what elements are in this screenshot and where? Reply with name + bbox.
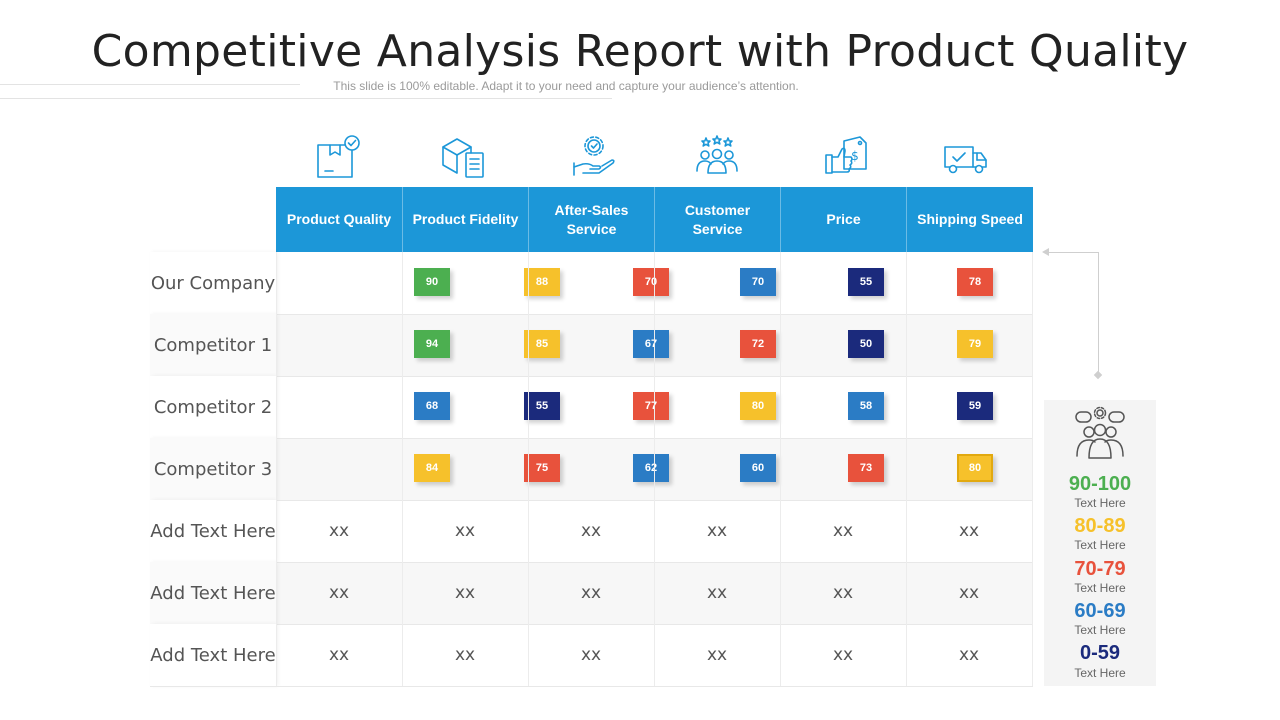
legend-label: Text Here bbox=[1074, 581, 1126, 595]
decorative-line bbox=[0, 98, 612, 99]
table-cell: xx bbox=[580, 645, 602, 665]
delivery-truck-icon bbox=[941, 133, 991, 183]
legend-range: 90-100 bbox=[1068, 473, 1132, 495]
table-cell: xx bbox=[832, 645, 854, 665]
product-box-check-icon bbox=[313, 133, 363, 183]
score-badge: 88 bbox=[524, 268, 560, 296]
table-cell: xx bbox=[706, 521, 728, 541]
legend-range: 80-89 bbox=[1074, 515, 1126, 537]
score-badge: 59 bbox=[957, 392, 993, 420]
legend-label: Text Here bbox=[1074, 538, 1126, 552]
score-badge: 80 bbox=[957, 454, 993, 482]
row-label: Competitor 3 bbox=[150, 438, 276, 500]
score-badge: 58 bbox=[848, 392, 884, 420]
score-badge: 70 bbox=[740, 268, 776, 296]
table-row: Competitor 1 94 85 67 72 50 79 bbox=[150, 314, 1033, 376]
page-title: Competitive Analysis Report with Product… bbox=[91, 26, 1189, 77]
row-label: Our Company bbox=[150, 252, 276, 314]
score-badge: 75 bbox=[524, 454, 560, 482]
table-row: Add Text Here xx xx xx xx xx xx bbox=[150, 500, 1033, 562]
table-row: Our Company 90 88 70 70 55 78 bbox=[150, 252, 1033, 314]
legend-label: Text Here bbox=[1074, 666, 1126, 680]
column-header-shipping-speed: Shipping Speed bbox=[906, 187, 1033, 252]
score-badge: 50 bbox=[848, 330, 884, 358]
table-cell: xx bbox=[454, 583, 476, 603]
price-tag-hand-icon: $ bbox=[822, 133, 872, 183]
table-cell: xx bbox=[454, 645, 476, 665]
score-badge: 60 bbox=[740, 454, 776, 482]
column-header-product-fidelity: Product Fidelity bbox=[402, 187, 528, 252]
connector-line bbox=[1048, 252, 1098, 253]
score-badge: 90 bbox=[414, 268, 450, 296]
score-badge: 85 bbox=[524, 330, 560, 358]
row-label: Add Text Here bbox=[150, 562, 276, 624]
table-cell: xx bbox=[706, 583, 728, 603]
decorative-line bbox=[0, 84, 300, 85]
score-legend: 90-100 Text Here 80-89 Text Here 70-79 T… bbox=[1044, 400, 1156, 686]
table-cell: xx bbox=[706, 645, 728, 665]
score-badge: 73 bbox=[848, 454, 884, 482]
table-cell: xx bbox=[958, 645, 980, 665]
column-header-product-quality: Product Quality bbox=[286, 211, 392, 227]
table-row: Competitor 3 84 75 62 60 73 80 bbox=[150, 438, 1033, 500]
row-label: Competitor 2 bbox=[150, 376, 276, 438]
score-badge: 67 bbox=[633, 330, 669, 358]
table-row: Add Text Here xx xx xx xx xx xx bbox=[150, 624, 1033, 686]
connector-dot bbox=[1093, 370, 1103, 380]
table-cell: xx bbox=[454, 521, 476, 541]
score-badge: 79 bbox=[957, 330, 993, 358]
score-badge: 80 bbox=[740, 392, 776, 420]
score-badge: 62 bbox=[633, 454, 669, 482]
score-badge: 94 bbox=[414, 330, 450, 358]
legend-label: Text Here bbox=[1074, 496, 1126, 510]
score-badge: 55 bbox=[848, 268, 884, 296]
row-label: Competitor 1 bbox=[150, 314, 276, 376]
table-row: Competitor 2 68 55 77 80 58 59 bbox=[150, 376, 1033, 438]
legend-label: Text Here bbox=[1074, 623, 1126, 637]
column-header-customer-service: Customer Service bbox=[654, 187, 780, 252]
score-badge: 70 bbox=[633, 268, 669, 296]
connector-line bbox=[1098, 252, 1099, 374]
table-row: Add Text Here xx xx xx xx xx xx bbox=[150, 562, 1033, 624]
table-cell: xx bbox=[832, 521, 854, 541]
hand-gear-service-icon bbox=[569, 133, 619, 183]
page-subtitle: This slide is 100% editable. Adapt it to… bbox=[333, 79, 799, 93]
score-badge: 72 bbox=[740, 330, 776, 358]
row-label: Add Text Here bbox=[150, 624, 276, 686]
table-cell: xx bbox=[328, 521, 350, 541]
score-badge: 68 bbox=[414, 392, 450, 420]
legend-range: 70-79 bbox=[1074, 558, 1126, 580]
column-header-after-sales-service: After-Sales Service bbox=[528, 187, 654, 252]
table-cell: xx bbox=[958, 583, 980, 603]
table-cell: xx bbox=[580, 583, 602, 603]
svg-text:$: $ bbox=[851, 149, 859, 163]
score-badge: 84 bbox=[414, 454, 450, 482]
table-header: Product Quality Product Fidelity After-S… bbox=[276, 187, 1033, 252]
customer-group-stars-icon bbox=[692, 133, 742, 183]
score-badge: 55 bbox=[524, 392, 560, 420]
arrow-icon bbox=[1042, 248, 1049, 256]
package-checklist-icon bbox=[439, 133, 489, 183]
table-cell: xx bbox=[328, 645, 350, 665]
team-gear-icon bbox=[1072, 404, 1128, 462]
score-badge: 77 bbox=[633, 392, 669, 420]
legend-range: 0-59 bbox=[1079, 642, 1121, 664]
table-cell: xx bbox=[832, 583, 854, 603]
score-badge: 78 bbox=[957, 268, 993, 296]
table-cell: xx bbox=[958, 521, 980, 541]
row-label: Add Text Here bbox=[150, 500, 276, 562]
column-header-price: Price bbox=[780, 187, 906, 252]
legend-range: 60-69 bbox=[1074, 600, 1126, 622]
table-cell: xx bbox=[580, 521, 602, 541]
table-cell: xx bbox=[328, 583, 350, 603]
